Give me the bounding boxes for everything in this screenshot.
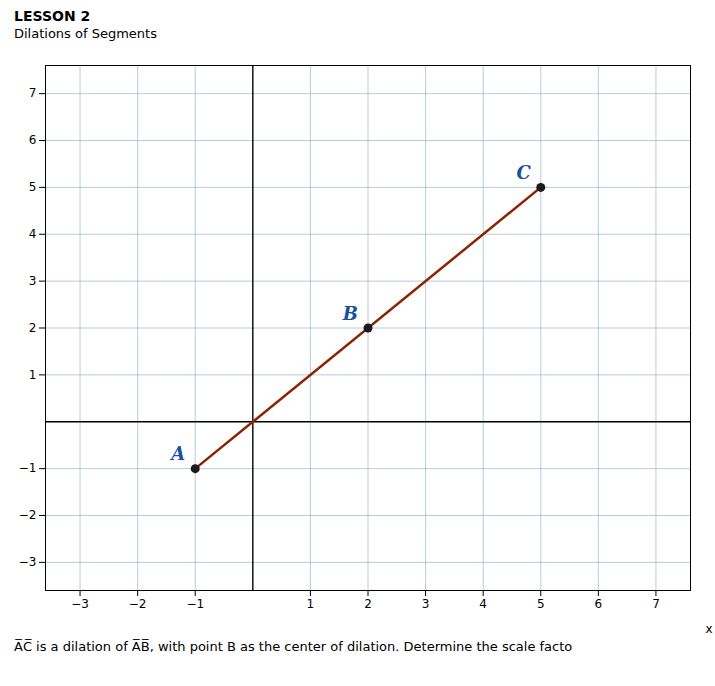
- svg-text:4: 4: [29, 227, 37, 241]
- svg-text:5: 5: [29, 180, 37, 194]
- svg-text:1: 1: [29, 368, 37, 382]
- svg-text:x: x: [705, 622, 712, 636]
- svg-text:−2: −2: [129, 597, 147, 611]
- svg-text:−2: −2: [19, 508, 37, 522]
- svg-text:−1: −1: [186, 597, 204, 611]
- svg-text:5: 5: [537, 597, 545, 611]
- svg-text:3: 3: [29, 274, 37, 288]
- svg-text:2: 2: [364, 597, 372, 611]
- html-text:LESSON 2: LESSON 2: [14, 8, 91, 24]
- svg-text:7: 7: [652, 597, 660, 611]
- svg-text:B: B: [342, 303, 358, 324]
- svg-text:A: A: [169, 443, 185, 464]
- svg-text:−1: −1: [19, 461, 37, 475]
- html-text:A̅C̅ is a dilation of A̅B̅, wi: A̅C̅ is a dilation of A̅B̅, with point B…: [14, 639, 573, 654]
- svg-text:6: 6: [29, 133, 37, 147]
- svg-text:−3: −3: [19, 555, 37, 569]
- svg-text:C: C: [516, 162, 531, 183]
- svg-text:6: 6: [595, 597, 603, 611]
- svg-text:7: 7: [29, 86, 37, 100]
- svg-text:1: 1: [307, 597, 315, 611]
- svg-text:3: 3: [422, 597, 430, 611]
- svg-text:−3: −3: [71, 597, 89, 611]
- svg-text:4: 4: [479, 597, 487, 611]
- html-text:Dilations of Segments: Dilations of Segments: [14, 26, 157, 41]
- svg-text:2: 2: [29, 321, 37, 335]
